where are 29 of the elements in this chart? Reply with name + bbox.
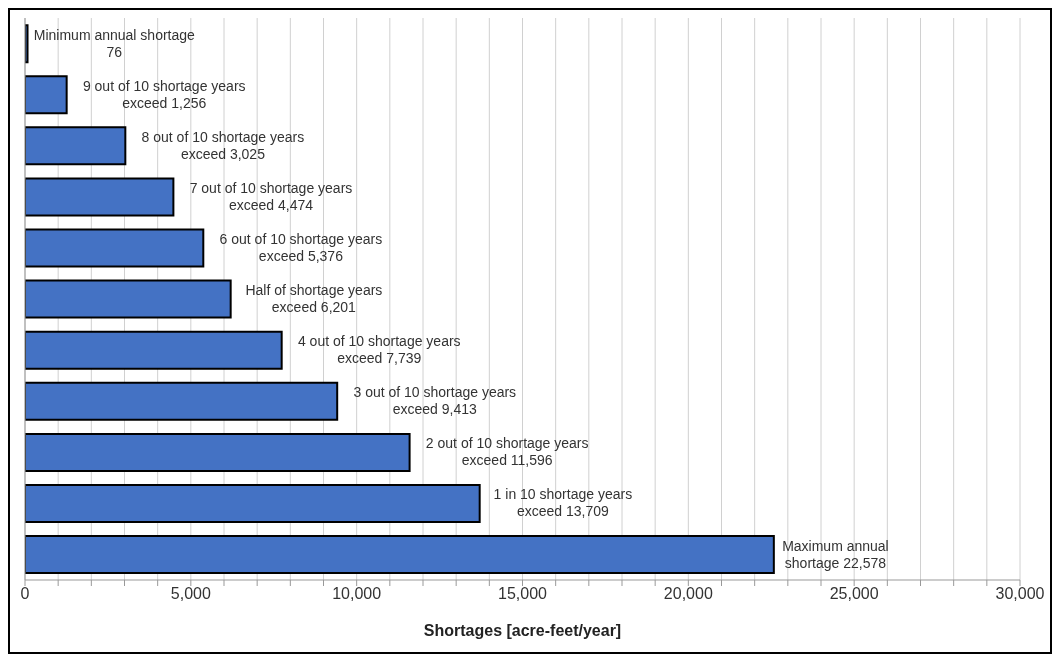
data-label: 1 in 10 shortage years exceed 13,709 <box>493 486 633 520</box>
bar <box>25 483 481 523</box>
bar <box>25 177 175 217</box>
bar <box>25 228 205 268</box>
x-tick-label: 20,000 <box>663 585 713 603</box>
data-label: 7 out of 10 shortage years exceed 4,474 <box>189 179 353 213</box>
data-label: 4 out of 10 shortage years exceed 7,739 <box>297 333 461 367</box>
x-tick-label: 15,000 <box>498 585 548 603</box>
data-label: 2 out of 10 shortage years exceed 11,596 <box>425 435 589 469</box>
bar <box>25 330 283 370</box>
x-tick-label: 5,000 <box>170 585 211 603</box>
bar <box>25 535 775 575</box>
data-label: 9 out of 10 shortage years exceed 1,256 <box>82 77 246 111</box>
data-label: 3 out of 10 shortage years exceed 9,413 <box>353 384 517 418</box>
x-axis-title: Shortages [acre-feet/year] <box>423 622 622 639</box>
bar <box>25 75 68 115</box>
x-tick-label: 0 <box>20 585 30 603</box>
bar <box>25 279 232 319</box>
data-label: 8 out of 10 shortage years exceed 3,025 <box>141 128 305 162</box>
x-tick-label: 10,000 <box>332 585 382 603</box>
bar <box>25 381 339 421</box>
bar <box>25 432 411 472</box>
x-tick-label: 30,000 <box>995 585 1045 603</box>
bar <box>25 126 127 166</box>
data-label: Maximum annual shortage 22,578 <box>782 537 889 571</box>
data-label: Half of shortage years exceed 6,201 <box>245 282 383 316</box>
data-label: Minimum annual shortage 76 <box>33 26 196 60</box>
data-label: 6 out of 10 shortage years exceed 5,376 <box>219 231 383 265</box>
x-tick-label: 25,000 <box>829 585 879 603</box>
